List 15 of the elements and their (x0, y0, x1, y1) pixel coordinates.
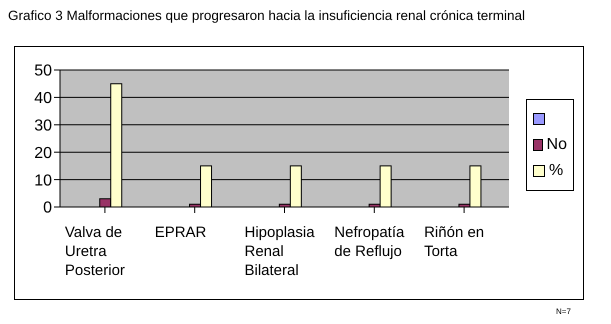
chart-title: Grafico 3 Malformaciones que progresaron hacia la insuficiencia renal crónica terminal (8, 8, 526, 24)
y-tick-label: 30 (34, 117, 52, 134)
y-tick-label: 40 (34, 90, 52, 108)
x-tick-label: Nefropatía de Reflujo (334, 224, 405, 260)
y-tick-label: 50 (34, 62, 52, 80)
y-tick-label: 20 (34, 144, 52, 162)
y-tick-label: 10 (34, 172, 52, 190)
x-tick-label: Riñón en Torta (424, 224, 484, 260)
legend-label: % (549, 162, 564, 180)
x-tick-label: Hipoplasia Renal Bilateral (244, 224, 316, 279)
x-tick-label: Valva de Uretra Posterior (64, 224, 125, 279)
legend-label: No (546, 136, 567, 154)
x-tick-label: EPRAR (154, 224, 207, 241)
text: N=7 (556, 307, 571, 316)
y-tick-label: 0 (43, 200, 52, 217)
